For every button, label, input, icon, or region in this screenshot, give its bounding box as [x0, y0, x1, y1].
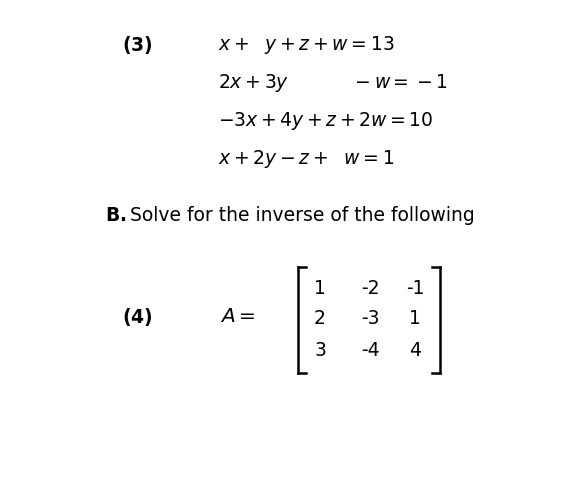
Text: 4: 4 — [409, 342, 421, 360]
Text: $2x + 3y \qquad\quad\enspace - w = -1$: $2x + 3y \qquad\quad\enspace - w = -1$ — [218, 72, 447, 94]
Text: Solve for the inverse of the following: Solve for the inverse of the following — [130, 206, 475, 225]
Text: $-3x + 4y + z + 2w = 10$: $-3x + 4y + z + 2w = 10$ — [218, 110, 433, 132]
Text: -3: -3 — [361, 309, 379, 329]
Text: 2: 2 — [314, 309, 326, 329]
Text: 1: 1 — [314, 280, 326, 298]
Text: 3: 3 — [314, 342, 326, 360]
Text: $x +\ \ y + z + w = 13$: $x +\ \ y + z + w = 13$ — [218, 34, 394, 56]
Text: -1: -1 — [406, 280, 424, 298]
Text: $x + 2y - z +\ \ w = 1$: $x + 2y - z +\ \ w = 1$ — [218, 148, 394, 170]
Text: -2: -2 — [361, 280, 379, 298]
Text: -4: -4 — [361, 342, 380, 360]
Text: $\mathbf{(4)}$: $\mathbf{(4)}$ — [122, 306, 152, 328]
Text: $A =$: $A =$ — [220, 307, 256, 327]
Text: $\mathbf{B.}$: $\mathbf{B.}$ — [105, 206, 126, 225]
Text: 1: 1 — [409, 309, 421, 329]
Text: $\mathbf{(3)}$: $\mathbf{(3)}$ — [122, 34, 152, 56]
